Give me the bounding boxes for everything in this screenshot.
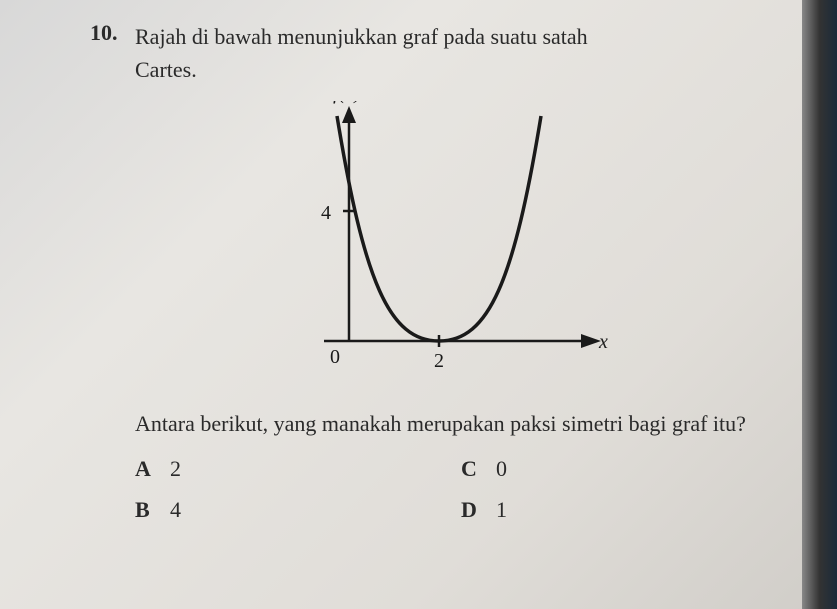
option-d-letter: D: [461, 497, 496, 523]
x-axis-arrow: [581, 334, 601, 348]
question-line2: Cartes.: [135, 57, 197, 82]
question-header: 10. Rajah di bawah menunjukkan graf pada…: [90, 20, 787, 86]
option-d: D 1: [461, 497, 787, 523]
option-b-value: 4: [170, 497, 181, 523]
option-a-value: 2: [170, 456, 181, 482]
option-a: A 2: [135, 456, 461, 482]
x-tick-label: 2: [434, 350, 444, 372]
option-a-letter: A: [135, 456, 170, 482]
parabola-chart: 4 2 0 f(x) x: [269, 101, 609, 381]
origin-label: 0: [330, 346, 340, 368]
options-grid: A 2 C 0 B 4 D 1: [135, 456, 787, 523]
question-text: Rajah di bawah menunjukkan graf pada sua…: [135, 20, 787, 86]
x-axis-label: x: [598, 331, 608, 353]
option-b: B 4: [135, 497, 461, 523]
option-b-letter: B: [135, 497, 170, 523]
sub-question: Antara berikut, yang manakah merupakan p…: [135, 406, 787, 441]
option-c: C 0: [461, 456, 787, 482]
parabola-curve: [337, 116, 541, 341]
question-line1: Rajah di bawah menunjukkan graf pada sua…: [135, 24, 588, 49]
option-c-letter: C: [461, 456, 496, 482]
y-tick-label: 4: [321, 202, 331, 224]
page-edge-shadow: [802, 0, 837, 609]
y-axis-label: f(x): [333, 101, 361, 104]
question-number: 10.: [90, 20, 125, 46]
option-d-value: 1: [496, 497, 507, 523]
option-c-value: 0: [496, 456, 507, 482]
chart-container: 4 2 0 f(x) x: [90, 101, 787, 381]
y-axis-arrow: [342, 106, 356, 123]
